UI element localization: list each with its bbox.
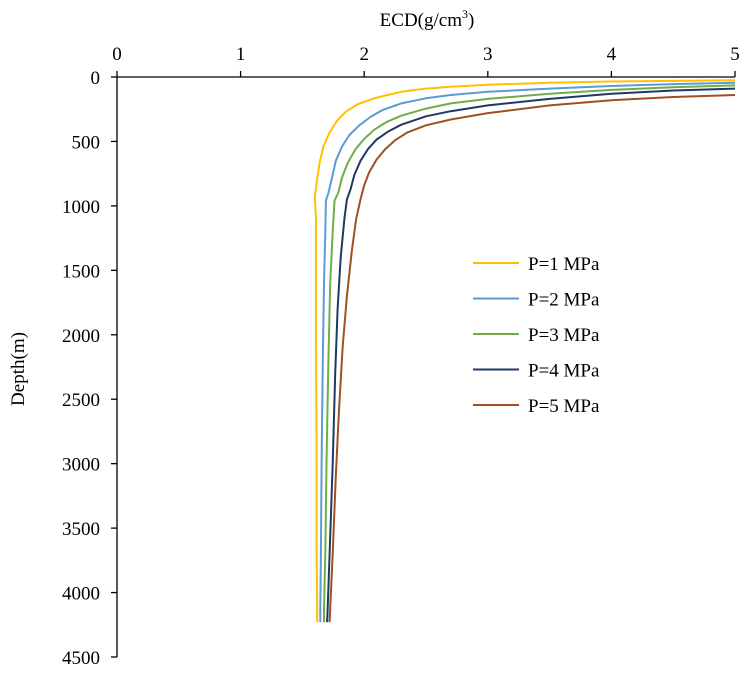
legend-item-p2: P=2 MPa xyxy=(473,290,600,311)
x-tick-label: 1 xyxy=(236,44,246,65)
plot-series xyxy=(313,79,736,623)
y-tick-label: 3000 xyxy=(62,455,100,476)
legend-item-p3: P=3 MPa xyxy=(473,325,600,346)
y-tick-label: 4500 xyxy=(62,648,100,669)
y-tick-label: 2000 xyxy=(62,326,100,347)
x-tick-label: 0 xyxy=(112,44,122,65)
series-line-p4 xyxy=(326,87,736,623)
x-axis-title: ECD(g/cm3) xyxy=(380,7,475,31)
y-axis: 0 500 1000 1500 2000 2500 3000 3500 4000 4500 xyxy=(62,68,118,669)
series-line-p5 xyxy=(328,94,736,623)
x-axis: 0 1 2 3 4 5 xyxy=(112,44,740,78)
x-tick-label: 5 xyxy=(730,44,740,65)
series-line-p2 xyxy=(319,81,736,623)
legend: P=1 MPa P=2 MPa P=3 MPa P=4 MPa P=5 MPa xyxy=(473,254,600,417)
x-tick-label: 3 xyxy=(483,44,493,65)
y-tick-label: 4000 xyxy=(62,584,100,605)
x-tick-label: 2 xyxy=(359,44,369,65)
legend-item-p5: P=5 MPa xyxy=(473,396,600,417)
y-tick-label: 0 xyxy=(91,68,101,89)
legend-label: P=5 MPa xyxy=(528,396,600,417)
series-line-p3 xyxy=(323,84,736,623)
legend-item-p4: P=4 MPa xyxy=(473,361,600,382)
y-tick-label: 1500 xyxy=(62,261,100,282)
y-axis-title: Depth(m) xyxy=(8,332,29,406)
y-tick-label: 1000 xyxy=(62,197,100,218)
series-line-p1 xyxy=(313,79,736,623)
legend-label: P=2 MPa xyxy=(528,290,600,311)
y-tick-label: 3500 xyxy=(62,519,100,540)
y-tick-label: 2500 xyxy=(62,390,100,411)
legend-item-p1: P=1 MPa xyxy=(473,254,600,275)
legend-label: P=1 MPa xyxy=(528,254,600,275)
x-tick-label: 4 xyxy=(607,44,617,65)
legend-label: P=4 MPa xyxy=(528,361,600,382)
legend-label: P=3 MPa xyxy=(528,325,600,346)
y-tick-label: 500 xyxy=(72,132,101,153)
